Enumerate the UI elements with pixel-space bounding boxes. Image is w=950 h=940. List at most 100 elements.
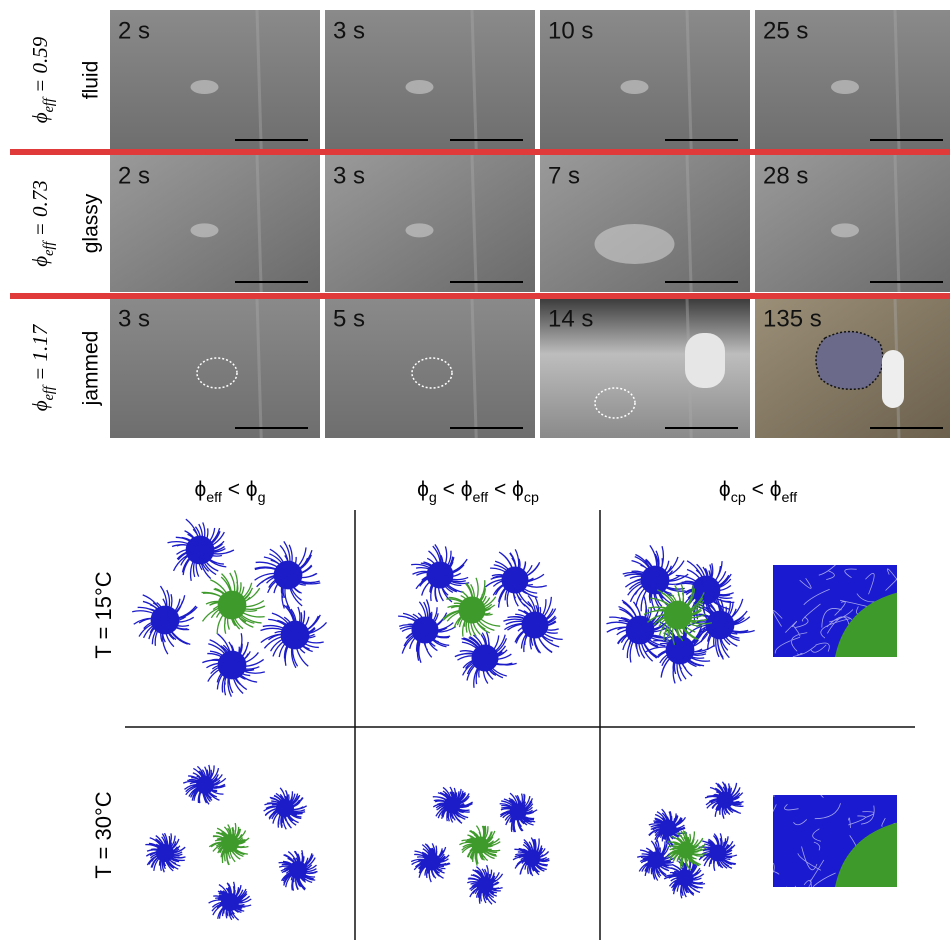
photo-streak <box>255 9 263 151</box>
photo-streak <box>685 154 693 293</box>
microgel <box>454 631 517 688</box>
microgel <box>260 604 328 669</box>
microgel <box>698 833 738 872</box>
microgel <box>442 577 501 637</box>
drop-outline <box>196 357 238 389</box>
photo <box>755 10 950 150</box>
label-part: ϕ <box>28 112 52 123</box>
microgel-chains <box>698 833 738 872</box>
microgel-chains <box>704 781 744 819</box>
time-label: 14 s <box>548 305 593 332</box>
label-part: ϕ <box>719 478 731 501</box>
microgel-chains <box>687 591 755 660</box>
photo-streak <box>470 297 478 439</box>
microgel <box>398 599 457 663</box>
microgel <box>411 544 470 603</box>
subscript: eff <box>473 490 489 506</box>
microgel <box>459 825 501 866</box>
microgel <box>432 786 474 824</box>
microgel <box>410 843 451 883</box>
microgel-chains <box>512 837 550 877</box>
photo <box>540 155 750 292</box>
rod <box>882 350 904 408</box>
label-part: ϕ <box>417 478 429 501</box>
microgel-chains <box>636 839 676 881</box>
state-label: glassy <box>80 193 103 253</box>
microgel-chains <box>208 881 252 921</box>
subscript: cp <box>731 490 746 506</box>
microgel <box>167 518 235 582</box>
row-label: T = 15°C <box>91 571 116 658</box>
subscript: eff <box>41 384 57 400</box>
microgel-chains <box>182 764 227 805</box>
photo <box>325 10 535 150</box>
microgel <box>606 594 672 663</box>
label-part: ϕ <box>194 478 206 501</box>
time-label: 10 s <box>548 17 593 44</box>
drop-outline <box>411 357 453 389</box>
microgel-chains <box>132 585 198 655</box>
microgel <box>202 633 266 697</box>
subscript: eff <box>41 240 57 256</box>
microgel-chains <box>648 808 688 848</box>
photo <box>325 155 535 292</box>
microgel <box>622 545 689 612</box>
microgel-chains <box>622 545 689 612</box>
microgel-chains <box>454 631 517 688</box>
time-label: 7 s <box>548 162 580 189</box>
microgel <box>467 864 504 905</box>
drop-outline <box>815 330 884 390</box>
subscript: eff <box>206 490 222 506</box>
label-part: = 0.73 <box>28 180 52 241</box>
microgel <box>201 570 266 635</box>
rod <box>685 333 725 388</box>
microgel <box>263 787 308 830</box>
microgel <box>503 595 563 654</box>
microgel <box>208 881 252 921</box>
microgel <box>643 583 713 646</box>
time-label: 5 s <box>333 305 365 332</box>
microgel-chains <box>503 595 563 654</box>
photo <box>755 155 950 292</box>
microgel-chains <box>442 577 501 637</box>
time-label: 3 s <box>333 17 365 44</box>
phi-label: ϕeff = 1.17 <box>28 323 57 411</box>
column-header: ϕeff < ϕg <box>194 478 265 506</box>
drop <box>831 80 859 94</box>
microgel-chains <box>459 825 501 866</box>
microgel-chains <box>398 599 457 663</box>
photo-streak <box>893 9 901 151</box>
zoom-green <box>835 822 897 887</box>
photo <box>540 10 750 150</box>
microgel <box>704 781 744 819</box>
microgel <box>254 540 321 609</box>
drop <box>405 80 434 94</box>
label-part: < ϕ <box>488 478 524 501</box>
time-label: 2 s <box>118 162 150 189</box>
state-label: fluid <box>80 61 103 100</box>
phi-label: ϕeff = 0.73 <box>28 180 57 267</box>
microgel-chains <box>145 832 186 873</box>
subscript: g <box>429 490 437 506</box>
time-label: 25 s <box>763 17 808 44</box>
time-label: 135 s <box>763 305 822 332</box>
microgel-chains <box>410 843 451 883</box>
subscript: g <box>258 490 266 506</box>
microgel-chains <box>484 549 547 609</box>
label-part: < ϕ <box>746 478 782 501</box>
label-part: ϕ <box>28 400 52 411</box>
microgel-chains <box>167 518 235 582</box>
photo-streak <box>255 297 263 439</box>
photo <box>110 298 320 438</box>
row-separator <box>10 293 950 299</box>
time-label: 3 s <box>118 305 150 332</box>
microgel <box>636 839 676 881</box>
time-label: 2 s <box>118 17 150 44</box>
label-part: < ϕ <box>437 478 473 501</box>
microgel <box>132 585 198 655</box>
drop <box>594 224 675 265</box>
microgel <box>182 764 227 805</box>
microgel <box>145 832 186 873</box>
drop <box>190 80 219 94</box>
